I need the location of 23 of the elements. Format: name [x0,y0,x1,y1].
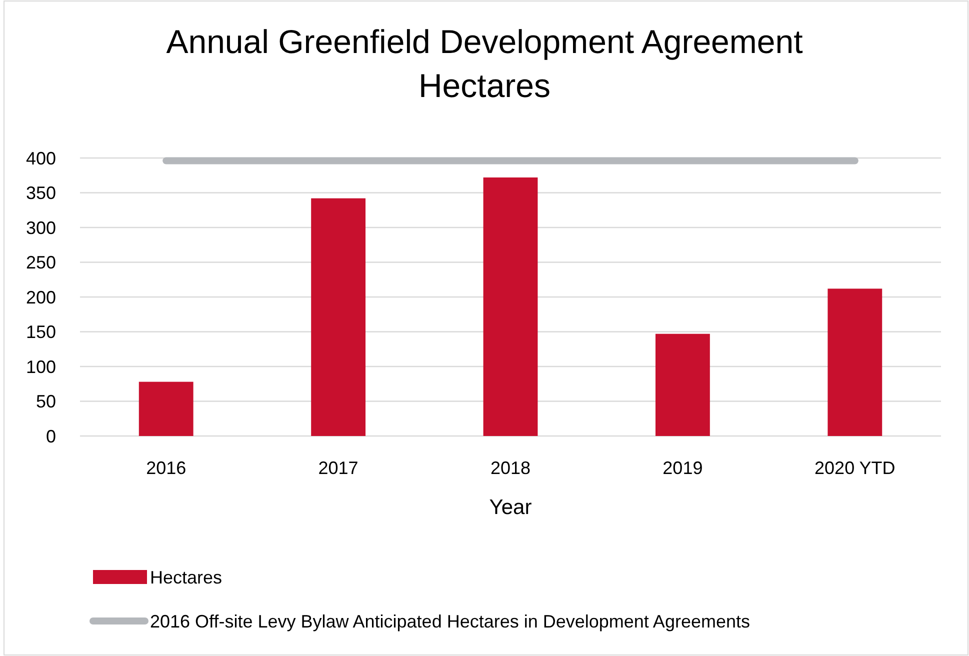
y-tick-label: 150 [26,322,56,342]
bar [655,334,710,436]
bar [138,382,194,436]
y-tick-label: 50 [36,392,56,412]
x-tick-label: 2016 [146,458,186,478]
y-tick-label: 250 [26,252,56,273]
y-tick-label: 200 [26,287,56,308]
x-tick-label: 2020 YTD [814,458,896,478]
x-tick-label: 2018 [490,458,531,478]
bar [483,177,538,436]
y-tick-label: 100 [26,356,56,377]
legend-label: 2016 Off-site Levy Bylaw Anticipated Hectares in Development Agreements [150,611,750,632]
bar [828,288,882,436]
x-axis-title: Year [489,496,532,519]
legend-label: Hectares [150,567,222,588]
bar [311,198,366,436]
x-tick-label: 2019 [662,458,703,478]
chart-title: Annual Greenfield Development Agreement Hectares [165,22,804,106]
y-tick-label: 400 [26,148,56,168]
y-tick-label: 0 [46,426,56,446]
y-tick-label: 300 [26,218,56,238]
x-tick-label: 2017 [318,458,358,478]
y-tick-label: 350 [26,183,56,204]
